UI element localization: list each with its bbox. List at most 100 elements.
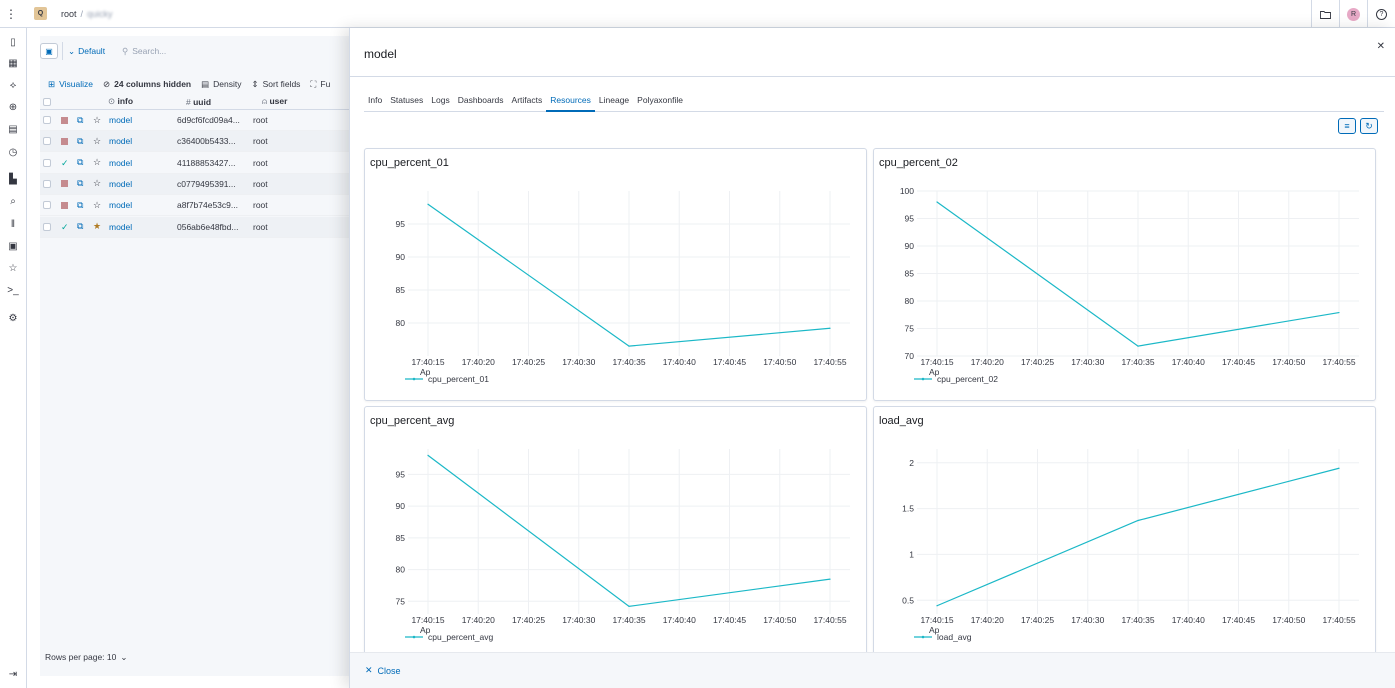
chart-title: cpu_percent_02 <box>879 157 958 169</box>
help-icon[interactable]: ? <box>1367 0 1395 28</box>
run-name-link[interactable]: model <box>109 115 133 125</box>
x-tick-label: 17:40:55 <box>1322 357 1355 367</box>
list-view-icon[interactable]: ≡ <box>1338 118 1356 134</box>
run-uuid: 6d9cf6fcd09a4... <box>177 115 240 125</box>
lineage-icon[interactable]: ⟡ <box>9 80 17 91</box>
close-icon[interactable]: ✕ <box>1376 41 1385 52</box>
external-link-icon[interactable]: ⧉ <box>77 199 84 210</box>
legend-label[interactable]: load_avg <box>937 632 972 642</box>
x-tick-label: 17:40:20 <box>971 615 1004 625</box>
y-tick-label: 85 <box>396 533 406 543</box>
data-point <box>1338 467 1340 469</box>
close-button[interactable]: ✕ Close <box>365 665 401 676</box>
table-icon[interactable]: ▦ <box>8 58 18 69</box>
apps-grid-icon[interactable]: ⋮ <box>5 6 17 21</box>
tab-resources[interactable]: Resources <box>546 90 595 112</box>
settings-icon[interactable]: ⚙ <box>8 313 18 324</box>
external-link-icon[interactable]: ⧉ <box>77 157 84 168</box>
star-icon[interactable]: ☆ <box>93 178 102 189</box>
table-row[interactable]: ✓ ⧉ ☆ model 41188853427... root <box>40 153 350 174</box>
refresh-icon[interactable]: ↻ <box>1360 118 1378 134</box>
hash-icon: # <box>186 96 194 107</box>
column-user[interactable]: ⍝ user <box>262 96 287 107</box>
row-checkbox[interactable] <box>43 158 51 167</box>
terminal-icon[interactable]: >_ <box>7 285 19 296</box>
tab-info[interactable]: Info <box>368 95 383 105</box>
star-icon[interactable]: ☆ <box>93 135 102 146</box>
y-tick-label: 90 <box>905 241 915 251</box>
activity-icon[interactable]: ▣ <box>8 241 18 252</box>
legend-label[interactable]: cpu_percent_02 <box>937 374 998 384</box>
table-row[interactable]: ⧉ ☆ model c0779495391... root <box>40 173 350 195</box>
star-icon[interactable]: ☆ <box>8 263 18 274</box>
column-uuid[interactable]: # uuid <box>186 97 262 107</box>
table-row[interactable]: ⧉ ☆ model a8f7b74e53c9... root <box>40 195 350 217</box>
x-tick-label: 17:40:50 <box>1272 615 1305 625</box>
visualize-button[interactable]: ⊞ Visualize <box>48 79 93 90</box>
column-info[interactable]: ⊙ info <box>108 96 186 107</box>
external-link-icon[interactable]: ⧉ <box>77 135 84 146</box>
row-checkbox[interactable] <box>43 116 51 124</box>
user-avatar-cell[interactable]: R <box>1339 0 1367 28</box>
select-all-checkbox[interactable] <box>43 97 51 106</box>
default-select[interactable]: ⌄ Default <box>62 42 114 60</box>
density-button[interactable]: ▤ Density <box>201 79 241 90</box>
star-icon[interactable]: ☆ <box>93 199 102 210</box>
sidebar-toggle-icon[interactable]: ▯ <box>10 37 16 48</box>
columns-hidden-button[interactable]: ⊘ 24 columns hidden <box>103 79 191 90</box>
x-tick-label: 17:40:15 <box>411 615 444 625</box>
compare-icon[interactable]: ⊕ <box>8 102 18 113</box>
signal-icon[interactable]: ǁ <box>10 219 16 230</box>
tab-logs[interactable]: Logs <box>431 95 450 105</box>
table-row[interactable]: ⧉ ☆ model 6d9cf6fcd09a4... root <box>40 110 350 131</box>
star-icon[interactable]: ☆ <box>93 114 102 125</box>
row-checkbox[interactable] <box>43 179 51 188</box>
legend-label[interactable]: cpu_percent_01 <box>428 374 489 384</box>
sort-fields-label: Sort fields <box>262 79 301 89</box>
rows-per-page[interactable]: Rows per page: 10 ⌄ <box>45 652 127 663</box>
star-icon[interactable]: ☆ <box>93 157 102 168</box>
run-name-link[interactable]: model <box>109 221 133 232</box>
save-search-button[interactable]: ▣ <box>40 43 58 59</box>
sort-fields-button[interactable]: ⇕ Sort fields <box>252 79 301 90</box>
tab-dashboards[interactable]: Dashboards <box>457 95 504 105</box>
tab-artifacts[interactable]: Artifacts <box>511 95 543 105</box>
star-icon[interactable]: ★ <box>93 221 102 231</box>
column-user-label: user <box>269 96 288 106</box>
avatar[interactable]: R <box>1347 7 1360 21</box>
external-link-icon[interactable]: ⧉ <box>77 178 84 189</box>
x-tick-label: 17:40:55 <box>1322 615 1355 625</box>
close-icon: ✕ <box>365 665 373 675</box>
legend-label[interactable]: cpu_percent_avg <box>428 632 493 642</box>
table-row[interactable]: ✓ ⧉ ★ model 056ab6e48fbd... root <box>40 216 350 238</box>
tab-lineage[interactable]: Lineage <box>598 95 630 105</box>
chart-icon[interactable]: ▙ <box>9 174 17 185</box>
run-name-link[interactable]: model <box>109 136 133 147</box>
breadcrumb-root[interactable]: root <box>61 8 77 19</box>
search-input[interactable]: ⚲ Search... <box>118 42 338 60</box>
expand-icon[interactable]: ⇥ <box>8 669 18 680</box>
tab-statuses[interactable]: Statuses <box>390 95 424 105</box>
breadcrumb-project[interactable]: quicky <box>87 8 113 19</box>
run-name-link[interactable]: model <box>109 178 133 189</box>
row-checkbox[interactable] <box>43 222 51 231</box>
x-tick-label: 17:40:25 <box>1021 357 1054 367</box>
folder-icon[interactable] <box>1311 0 1339 28</box>
top-right-controls: R ? <box>1311 0 1395 28</box>
dashboard-icon[interactable]: ▤ <box>8 124 18 135</box>
search-placeholder: Search... <box>132 46 167 56</box>
app-logo[interactable]: Q <box>34 7 47 20</box>
visualize-icon: ⊞ <box>48 78 56 89</box>
table-row[interactable]: ⧉ ☆ model c36400b5433... root <box>40 131 350 153</box>
row-checkbox[interactable] <box>43 137 51 146</box>
run-name-link[interactable]: model <box>109 157 133 168</box>
run-name-link[interactable]: model <box>109 200 133 211</box>
timeline-icon[interactable]: ◷ <box>8 147 18 158</box>
external-link-icon[interactable]: ⧉ <box>77 114 84 125</box>
external-link-icon[interactable]: ⧉ <box>77 221 84 231</box>
tab-polyaxonfile[interactable]: Polyaxonfile <box>637 95 683 105</box>
search-zoom-icon[interactable]: ⌕ <box>10 196 16 207</box>
row-checkbox[interactable] <box>43 201 51 210</box>
close-label: Close <box>377 665 401 676</box>
fullscreen-button[interactable]: ⛶ Fu <box>310 79 330 90</box>
